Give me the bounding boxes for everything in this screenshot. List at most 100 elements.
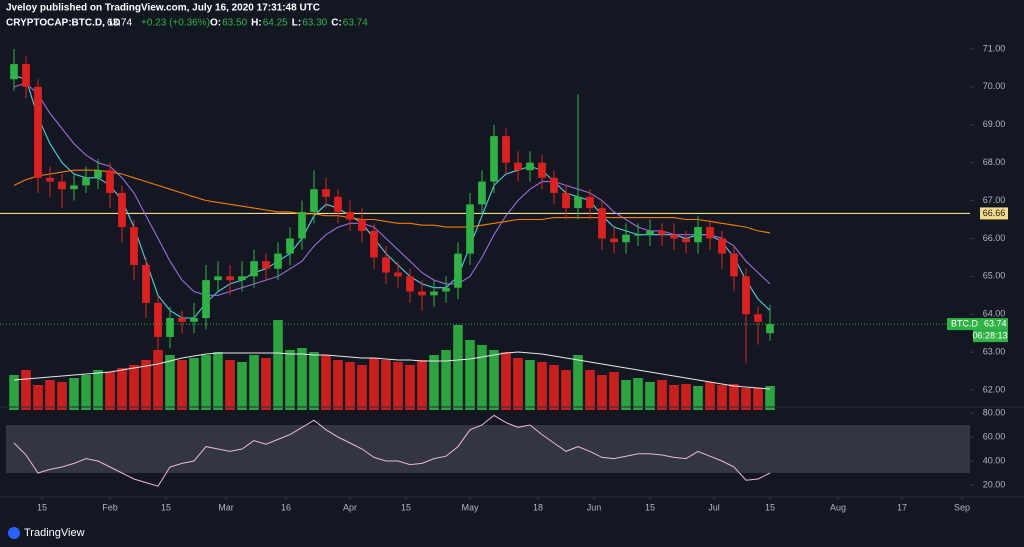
candle-body	[202, 280, 210, 319]
volume-bar	[33, 385, 43, 410]
candle-body	[334, 196, 342, 212]
price-tag	[980, 207, 1008, 220]
volume-bar	[525, 360, 535, 410]
volume-bar	[69, 378, 79, 410]
candle-body	[442, 287, 450, 292]
volume-bar	[309, 352, 319, 410]
candle-body	[550, 177, 558, 193]
countdown: 06:28:13	[972, 330, 1007, 340]
candle-body	[562, 192, 570, 209]
candle-body	[586, 196, 594, 209]
candle-body	[22, 64, 30, 87]
volume-bar	[501, 352, 511, 410]
x-tick-label: Sep	[954, 502, 970, 512]
rsi-tick-label: 60.00	[983, 431, 1006, 441]
moving-average	[13, 74, 771, 319]
volume-bar	[165, 355, 175, 410]
y-tick-label: 71.00	[983, 43, 1006, 53]
candle-body	[322, 189, 330, 197]
candle-body	[514, 162, 522, 171]
candle-body	[646, 230, 654, 235]
volume-bar	[657, 380, 667, 410]
countdown-tag	[973, 330, 1008, 343]
volume-bar	[345, 362, 355, 410]
volume-bar	[705, 382, 715, 410]
candle-body	[370, 230, 378, 258]
candle-body	[106, 170, 114, 193]
ohlc-value: 64.25	[263, 18, 288, 29]
ohlc-key: O:	[210, 18, 221, 29]
volume-bar	[369, 358, 379, 410]
candle-body	[538, 162, 546, 178]
volume-bar	[105, 372, 115, 410]
volume-bar	[669, 385, 679, 410]
candle-body	[130, 227, 138, 265]
candle-body	[502, 136, 510, 163]
x-tick-label: Mar	[218, 502, 234, 512]
logo-icon	[8, 527, 20, 539]
volume-bar	[417, 360, 427, 410]
rsi-band	[6, 424, 970, 473]
candle-body	[238, 276, 246, 281]
symbol: CRYPTOCAP:BTC.D, 1D	[6, 18, 120, 29]
candle-body	[286, 238, 294, 254]
candle-body	[490, 136, 498, 182]
x-tick-label: 17	[897, 502, 907, 512]
x-tick-label: May	[461, 502, 479, 512]
volume-bar	[453, 325, 463, 410]
candle-body	[142, 264, 150, 303]
volume-bar	[273, 320, 283, 410]
x-tick-label: Aug	[830, 502, 846, 512]
volume-bar	[741, 388, 751, 410]
volume-bar	[765, 386, 775, 410]
candle-body	[226, 276, 234, 281]
x-tick-label: Feb	[102, 502, 118, 512]
y-tick-label: 70.00	[983, 81, 1006, 91]
candle-body	[526, 162, 534, 171]
y-tick-label: 67.00	[983, 195, 1006, 205]
volume-bar	[357, 365, 367, 410]
y-tick-label: 69.00	[983, 119, 1006, 129]
candle-body	[406, 276, 414, 292]
ohlc-key: H:	[251, 18, 262, 29]
candle-body	[694, 227, 702, 243]
y-tick-label: 64.00	[983, 309, 1006, 319]
candle-body	[718, 238, 726, 254]
candle-body	[250, 261, 258, 277]
x-tick-label: 15	[161, 502, 171, 512]
candle-body	[214, 276, 222, 281]
volume-bar	[561, 370, 571, 410]
volume-bar	[57, 382, 67, 410]
publish-line: Jveloy published on TradingView.com, Jul…	[6, 3, 320, 14]
volume-bar	[477, 345, 487, 410]
candle-body	[574, 196, 582, 209]
candle-body	[658, 230, 666, 235]
volume-bar	[513, 358, 523, 410]
candle-body	[310, 189, 318, 212]
candle-body	[706, 227, 714, 239]
moving-average	[13, 82, 771, 296]
candle-body	[166, 318, 174, 337]
ohlc-value: 63.30	[302, 18, 327, 29]
rsi-tick-label: 40.00	[983, 455, 1006, 465]
x-tick-label: 18	[533, 502, 543, 512]
x-tick-label: Apr	[343, 502, 357, 512]
volume-ma	[13, 351, 771, 390]
candle-body	[262, 261, 270, 269]
candle-body	[634, 234, 642, 236]
x-tick-label: 15	[765, 502, 775, 512]
volume-bar	[237, 362, 247, 410]
volume-bar	[297, 348, 307, 410]
ohlc-key: C:	[331, 18, 342, 29]
x-tick-label: 16	[281, 502, 291, 512]
x-tick-label: Jun	[587, 502, 602, 512]
candle-body	[34, 86, 42, 178]
candle-body	[742, 276, 750, 315]
rsi-line	[13, 414, 771, 487]
candle-body	[610, 238, 618, 243]
candle-body	[682, 238, 690, 243]
volume-bar	[381, 360, 391, 410]
volume-bar	[21, 370, 31, 410]
